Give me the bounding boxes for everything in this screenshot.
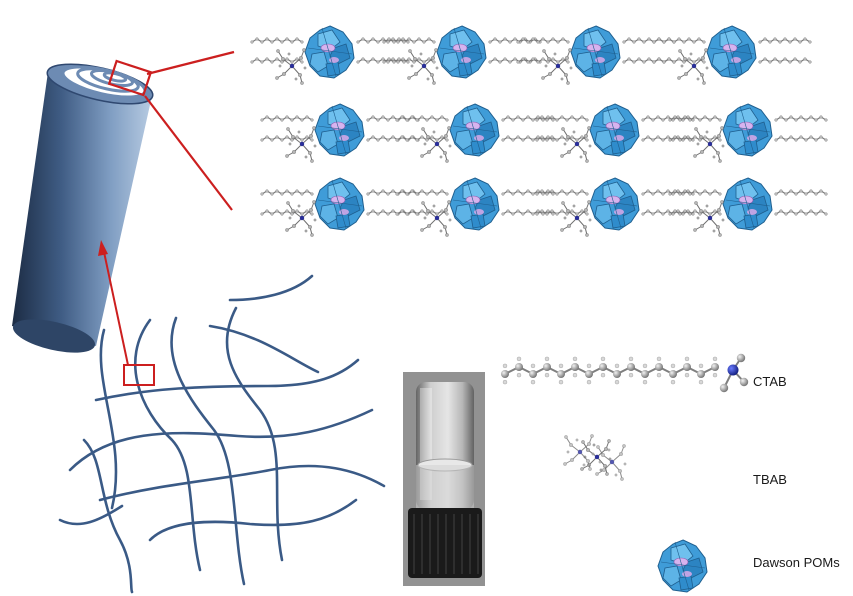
carbon-atom	[641, 370, 649, 378]
pom-cluster	[315, 104, 364, 156]
tbab-cation	[285, 126, 316, 162]
alkyl-chain	[653, 38, 706, 44]
carbon-atom	[501, 370, 509, 378]
legend-ctab-label: CTAB	[753, 374, 787, 389]
pom-cluster	[590, 178, 639, 230]
zoom-lines	[145, 52, 234, 210]
carbon-atom	[599, 363, 607, 371]
carbon-atom	[529, 370, 537, 378]
ctab-molecule	[501, 354, 748, 392]
tbab-cation	[420, 200, 451, 236]
pom-cluster	[450, 104, 499, 156]
alkyl-chain	[251, 38, 304, 44]
nitrogen-atom	[728, 365, 739, 376]
carbon-atom	[613, 370, 621, 378]
carbon-atom	[557, 370, 565, 378]
tbab-cation	[541, 48, 572, 84]
tbab-molecule	[563, 434, 626, 480]
tbab-cation	[560, 126, 591, 162]
alkyl-chain	[775, 116, 828, 122]
tbab-cation	[275, 48, 306, 84]
tbab-cation	[420, 126, 451, 162]
pom-cluster	[437, 26, 486, 78]
carbon-atom	[697, 370, 705, 378]
alkyl-chain	[759, 38, 812, 44]
pom-cluster	[590, 104, 639, 156]
legend: CTAB TBAB Dawson POMs	[501, 354, 840, 592]
alkyl-chain	[669, 190, 722, 196]
carbon-atom	[655, 363, 663, 371]
gel-vial-photo	[403, 372, 485, 586]
pom-cluster	[723, 178, 772, 230]
carbon-atom	[571, 363, 579, 371]
carbon-atom	[585, 370, 593, 378]
alkyl-chain	[261, 190, 314, 196]
tbab-cation	[407, 48, 438, 84]
carbon-atom	[683, 363, 691, 371]
carbon-atom	[543, 363, 551, 371]
alkyl-chain	[775, 136, 828, 142]
alkyl-chain	[775, 210, 828, 216]
tbab-cation	[285, 200, 316, 236]
crystal-packing	[251, 26, 828, 237]
alkyl-chain	[759, 58, 812, 64]
alkyl-chain	[261, 116, 314, 122]
nanofiber-cylinder	[10, 56, 156, 359]
alkyl-chain	[669, 116, 722, 122]
carbon-atom	[627, 363, 635, 371]
pom-cluster	[723, 104, 772, 156]
pom-cluster	[315, 178, 364, 230]
pom-cluster	[305, 26, 354, 78]
dawson-pom-icon	[658, 540, 707, 592]
legend-tbab-label: TBAB	[753, 472, 787, 487]
tbab-cation	[560, 200, 591, 236]
pom-cluster	[571, 26, 620, 78]
carbon-atom	[669, 370, 677, 378]
legend-dawson-label: Dawson POMs	[753, 555, 840, 570]
pom-cluster	[450, 178, 499, 230]
tbab-cation	[693, 126, 724, 162]
alkyl-chain	[775, 190, 828, 196]
carbon-atom	[515, 363, 523, 371]
tbab-cation	[677, 48, 708, 84]
tbab-cation	[693, 200, 724, 236]
pom-cluster	[707, 26, 756, 78]
network-zoom-box	[124, 365, 154, 385]
carbon-atom	[711, 363, 719, 371]
fiber-network	[60, 276, 384, 592]
